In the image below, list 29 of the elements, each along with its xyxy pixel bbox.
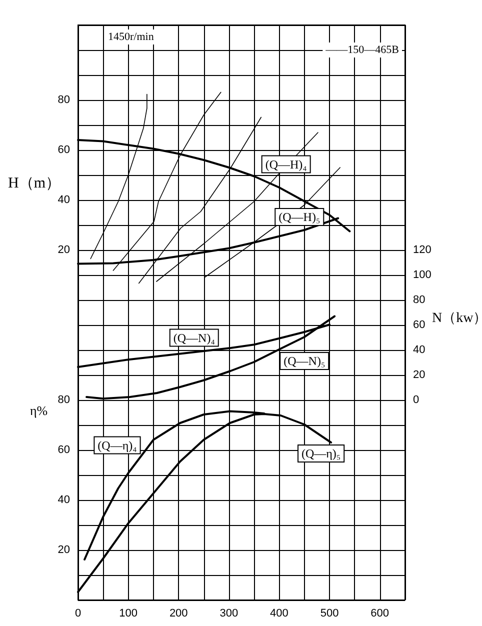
- y-axis-title: H（m）: [8, 176, 60, 192]
- x-tick-label: 100: [119, 608, 138, 620]
- series-label: (Q—H)₄: [265, 157, 307, 172]
- annotation: ——150—465B: [324, 44, 399, 56]
- series-label: (Q—N)₄: [173, 330, 215, 345]
- y-tick-label: 40: [58, 194, 70, 206]
- series-label: (Q—N)₅: [284, 354, 326, 368]
- y2-tick-label: 40: [413, 344, 426, 356]
- series-label: (Q—η)₄: [98, 438, 137, 452]
- series-label: (Q—η)₅: [301, 446, 341, 460]
- x-tick-label: 600: [370, 608, 390, 620]
- annotation: 1450r/min: [108, 31, 154, 43]
- x-tick-label: 0: [74, 608, 82, 620]
- x-tick-label: 200: [169, 608, 188, 620]
- y3-axis-title: η%: [30, 402, 48, 418]
- y2-axis-title: N（kw）: [432, 310, 482, 326]
- y2-tick-label: 80: [413, 294, 426, 306]
- y2-tick-label: 100: [413, 269, 432, 281]
- x-tick-label: 300: [220, 608, 238, 620]
- y-tick-label: 80: [58, 94, 70, 106]
- x-tick-label: 400: [270, 608, 288, 620]
- y-tick-label: 20: [58, 244, 70, 256]
- x-tick-label: 500: [320, 608, 339, 620]
- y-tick-label: 60: [58, 144, 70, 156]
- series-label: (Q—H)₅: [278, 210, 320, 224]
- y2-tick-label: 120: [413, 244, 432, 256]
- y2-tick-label: 0: [413, 394, 420, 406]
- y2-tick-label: 20: [413, 369, 426, 381]
- y2-tick-label: 60: [413, 319, 426, 331]
